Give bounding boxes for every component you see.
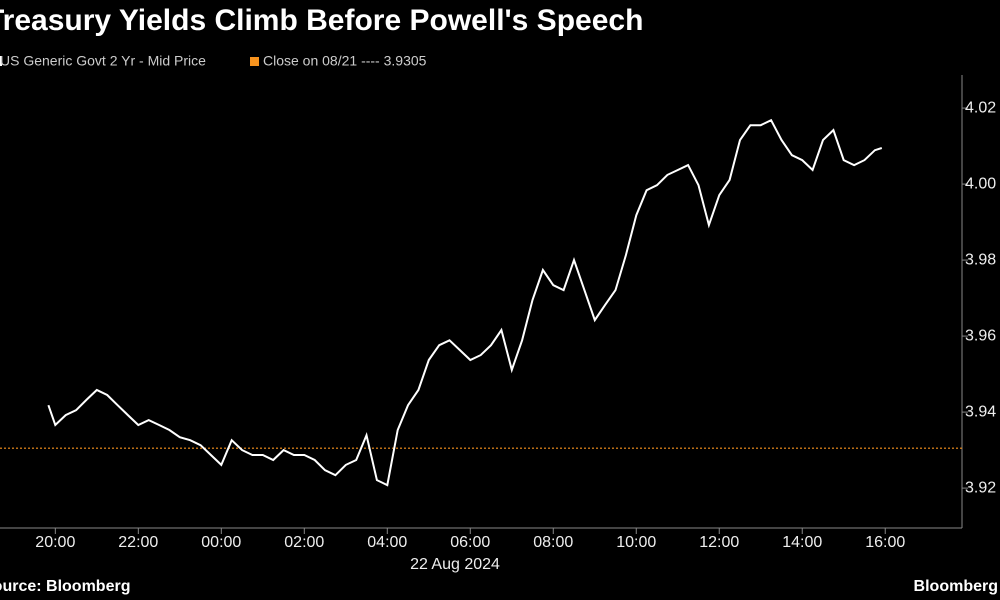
price-line <box>47 118 883 487</box>
y-tick-label: 3.92 <box>965 479 996 496</box>
x-tick-label: 06:00 <box>450 534 490 551</box>
y-tick-label: 3.98 <box>965 251 996 268</box>
x-tick-label: 08:00 <box>533 534 573 551</box>
x-tick-label: 04:00 <box>367 534 407 551</box>
legend-swatch <box>0 56 2 66</box>
date-label: 22 Aug 2024 <box>410 556 500 573</box>
x-tick-label: 10:00 <box>616 534 656 551</box>
chart-title: Treasury Yields Climb Before Powell's Sp… <box>0 4 643 37</box>
y-tick-label: 3.94 <box>965 403 996 420</box>
x-tick-label: 20:00 <box>35 534 75 551</box>
x-tick-label: 12:00 <box>699 534 739 551</box>
brand: Bloomberg <box>914 578 998 595</box>
y-tick-label: 4.00 <box>965 175 996 192</box>
y-tick-label: 4.02 <box>965 99 996 116</box>
y-tick-label: 3.96 <box>965 327 996 344</box>
x-tick-label: 22:00 <box>118 534 158 551</box>
legend-swatch <box>250 57 259 66</box>
x-tick-label: 14:00 <box>782 534 822 551</box>
x-tick-label: 16:00 <box>865 534 905 551</box>
legend-label: US Generic Govt 2 Yr - Mid Price <box>0 53 206 69</box>
x-tick-label: 00:00 <box>201 534 241 551</box>
legend-label: Close on 08/21 ---- 3.9305 <box>263 53 427 69</box>
source: Source: Bloomberg <box>0 578 130 595</box>
x-tick-label: 02:00 <box>284 534 324 551</box>
